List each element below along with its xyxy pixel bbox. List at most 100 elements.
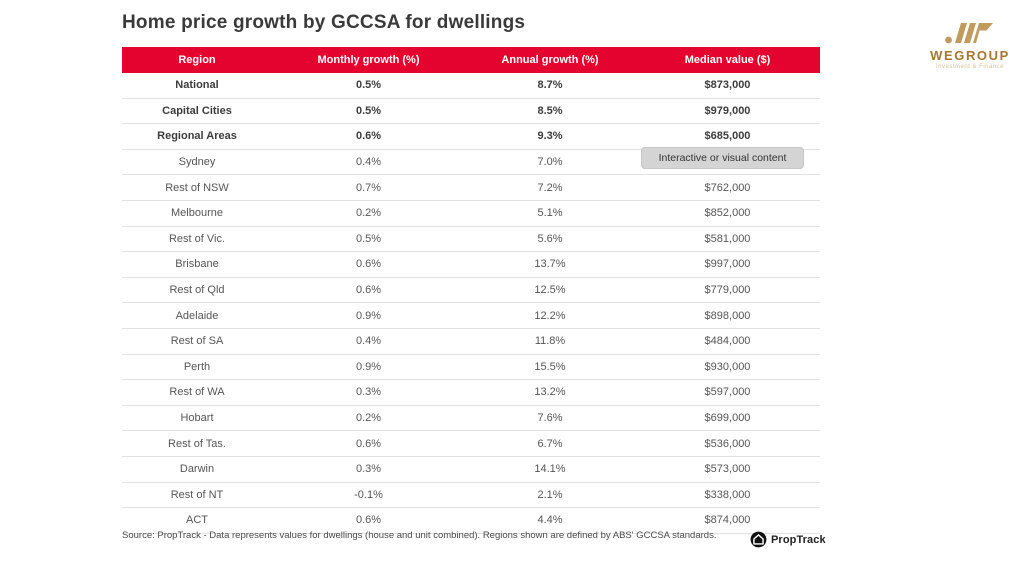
cell-monthly: 0.6%	[355, 284, 382, 297]
cell-monthly: 0.6%	[355, 258, 382, 271]
cell-region: Rest of NT	[170, 488, 224, 501]
wegroup-tagline: Investment & Finance	[935, 64, 1005, 70]
cell-monthly: 0.3%	[355, 463, 382, 476]
cell-annual: 2.1%	[537, 488, 563, 501]
cell-median: $573,000	[704, 463, 751, 476]
cell-region: Hobart	[180, 412, 214, 425]
cell-region: Rest of WA	[169, 386, 225, 399]
cell-monthly: 0.4%	[355, 335, 382, 348]
cell-annual: 15.5%	[534, 360, 566, 373]
cell-annual: 5.6%	[537, 232, 563, 245]
cell-median: $536,000	[704, 437, 751, 450]
cell-median: $779,000	[704, 284, 751, 297]
column-header-region: Region	[178, 54, 216, 66]
column-header-annual: Annual growth (%)	[501, 54, 599, 66]
table-row: Rest of SA 0.4% 11.8% $484,000	[122, 329, 820, 355]
cell-region: Sydney	[178, 156, 216, 169]
cell-region: Darwin	[179, 463, 215, 476]
cell-annual: 7.0%	[537, 156, 563, 169]
cell-median: $898,000	[704, 309, 751, 322]
cell-annual: 8.5%	[537, 104, 563, 117]
cell-region: Melbourne	[171, 207, 223, 220]
cell-annual: 9.3%	[537, 130, 563, 143]
table-row: Hobart 0.2% 7.6% $699,000	[122, 406, 820, 432]
cell-monthly: 0.4%	[355, 156, 382, 169]
cell-median: $338,000	[704, 488, 751, 501]
cell-monthly: 0.5%	[355, 79, 382, 92]
cell-median: $699,000	[704, 412, 751, 425]
page-title: Home price growth by GCCSA for dwellings	[122, 12, 526, 33]
table-row: ACT 0.6% 4.4% $874,000	[122, 508, 820, 534]
table-row: Sydney 0.4% 7.0%	[122, 150, 820, 176]
cell-annual: 8.7%	[537, 79, 563, 92]
cell-median: $979,000	[704, 104, 751, 117]
table-row: Rest of Tas. 0.6% 6.7% $536,000	[122, 431, 820, 457]
cell-median: $581,000	[704, 232, 751, 245]
table-row: Brisbane 0.6% 13.7% $997,000	[122, 252, 820, 278]
table-row: Rest of NT -0.1% 2.1% $338,000	[122, 483, 820, 509]
source-note: Source: PropTrack - Data represents valu…	[122, 530, 717, 541]
cell-monthly: 0.5%	[355, 104, 382, 117]
cell-median: $930,000	[704, 360, 751, 373]
cell-monthly: 0.2%	[355, 412, 382, 425]
table-row: Rest of WA 0.3% 13.2% $597,000	[122, 380, 820, 406]
wegroup-logo-icon	[945, 23, 993, 44]
cell-median: $685,000	[704, 130, 751, 143]
cell-monthly: 0.7%	[355, 181, 382, 194]
table-row: Rest of Vic. 0.5% 5.6% $581,000	[122, 227, 820, 253]
table-row: Rest of Qld 0.6% 12.5% $779,000	[122, 278, 820, 304]
cell-monthly: 0.6%	[355, 437, 382, 450]
cell-region: Rest of Vic.	[168, 232, 226, 245]
cell-monthly: 0.6%	[355, 514, 382, 527]
tooltip-overlay[interactable]: Interactive or visual content	[641, 147, 804, 169]
proptrack-logo-text: PropTrack	[771, 533, 826, 546]
table-row: Darwin 0.3% 14.1% $573,000	[122, 457, 820, 483]
table-row: Rest of NSW 0.7% 7.2% $762,000	[122, 175, 820, 201]
table-body: National 0.5% 8.7% $873,000 Capital Cities 0.…	[122, 73, 820, 534]
cell-median: $874,000	[704, 514, 751, 527]
column-header-median: Median value ($)	[684, 54, 771, 66]
cell-median: $597,000	[704, 386, 751, 399]
table-row: National 0.5% 8.7% $873,000	[122, 73, 820, 99]
cell-annual: 4.4%	[537, 514, 563, 527]
cell-region: Rest of Tas.	[168, 437, 226, 450]
column-header-monthly: Monthly growth (%)	[317, 54, 420, 66]
cell-region: Rest of SA	[170, 335, 224, 348]
cell-monthly: -0.1%	[354, 488, 383, 501]
wegroup-logo-text: WEGROUP	[930, 48, 1010, 63]
table-row: Regional Areas 0.6% 9.3% $685,000	[122, 124, 820, 150]
table-row: Adelaide 0.9% 12.2% $898,000	[122, 303, 820, 329]
cell-region: Regional Areas	[157, 130, 237, 143]
cell-median: $762,000	[704, 181, 751, 194]
cell-median: $852,000	[704, 207, 751, 220]
cell-median: $873,000	[704, 79, 751, 92]
cell-annual: 6.7%	[537, 437, 563, 450]
wegroup-logo: WEGROUP Investment & Finance	[924, 20, 1016, 70]
cell-region: National	[175, 79, 219, 92]
proptrack-logo: PropTrack	[750, 531, 826, 548]
cell-region: Rest of NSW	[165, 181, 229, 194]
cell-region: ACT	[186, 514, 208, 527]
cell-region: Adelaide	[175, 309, 219, 322]
cell-region: Rest of Qld	[169, 284, 225, 297]
cell-annual: 12.5%	[534, 284, 566, 297]
cell-monthly: 0.2%	[355, 207, 382, 220]
cell-monthly: 0.9%	[355, 360, 382, 373]
cell-annual: 12.2%	[534, 309, 566, 322]
cell-monthly: 0.9%	[355, 309, 382, 322]
cell-annual: 13.7%	[534, 258, 566, 271]
cell-region: Capital Cities	[162, 104, 232, 117]
cell-monthly: 0.6%	[355, 130, 382, 143]
cell-annual: 13.2%	[534, 386, 566, 399]
table-row: Capital Cities 0.5% 8.5% $979,000	[122, 99, 820, 125]
cell-monthly: 0.5%	[355, 232, 382, 245]
cell-monthly: 0.3%	[355, 386, 382, 399]
proptrack-logo-icon	[750, 531, 767, 548]
cell-annual: 5.1%	[537, 207, 563, 220]
table-header: Region Monthly growth (%) Annual growth …	[122, 47, 820, 73]
cell-median: $484,000	[704, 335, 751, 348]
cell-region: Perth	[183, 360, 211, 373]
cell-annual: 7.6%	[537, 412, 563, 425]
cell-annual: 11.8%	[534, 335, 566, 348]
